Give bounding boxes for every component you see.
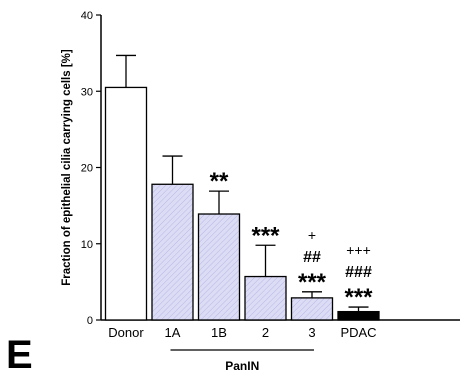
y-tick-label: 20 <box>81 163 93 175</box>
bar-donor <box>104 86 148 321</box>
x-tick-label: 1A <box>165 325 181 340</box>
y-ticks: 0 10 20 30 40 <box>81 10 101 327</box>
significance-plus: +++ <box>346 242 371 258</box>
significance-stars: *** <box>344 284 373 311</box>
bar-1b <box>197 213 241 321</box>
x-tick-label: PDAC <box>340 325 376 340</box>
bar-1a <box>151 183 194 321</box>
y-tick-label: 10 <box>81 239 93 251</box>
panel-label: E <box>6 333 33 377</box>
x-tick-label: 3 <box>308 325 315 340</box>
bar-3 <box>290 297 334 321</box>
y-axis-label: Fraction of epithelial cilia carrying ce… <box>61 49 73 286</box>
y-tick-label: 30 <box>81 86 93 98</box>
significance-hashes: ## <box>303 249 321 266</box>
significance-stars: *** <box>251 222 280 249</box>
y-tick-label: 0 <box>87 315 93 327</box>
group-bracket: PanIN <box>170 349 314 373</box>
significance-stars: *** <box>298 269 327 296</box>
significance-annotations: ********##+***###+++ <box>210 168 374 311</box>
x-tick-labels: Donor 1A 1B 2 3 PDAC <box>108 325 376 340</box>
error-bars <box>116 54 369 312</box>
x-tick-label: 1B <box>211 325 227 340</box>
x-tick-label: 2 <box>262 325 269 340</box>
bars <box>104 86 380 321</box>
group-label: PanIN <box>225 359 259 373</box>
significance-stars: ** <box>210 168 229 195</box>
significance-plus: + <box>308 227 316 243</box>
bar-pdac <box>337 310 380 321</box>
y-tick-label: 40 <box>81 10 93 22</box>
x-tick-label: Donor <box>108 325 144 340</box>
significance-hashes: ### <box>345 264 372 281</box>
bar-2 <box>244 275 287 321</box>
